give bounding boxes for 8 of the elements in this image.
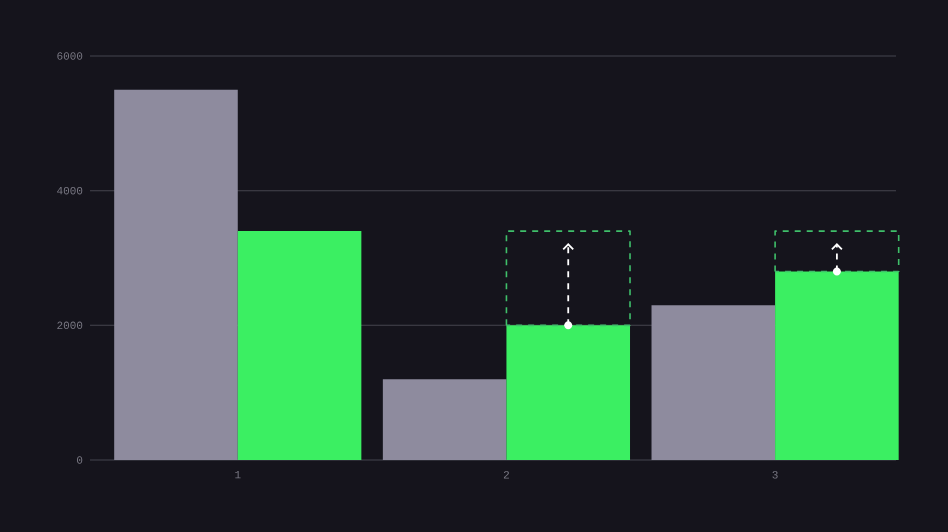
bar [237, 231, 362, 460]
bar [775, 271, 899, 460]
bar [651, 305, 776, 460]
bar [382, 379, 507, 460]
bar [774, 230, 900, 273]
bar [505, 230, 631, 327]
bar [114, 89, 238, 460]
bar [506, 325, 631, 460]
